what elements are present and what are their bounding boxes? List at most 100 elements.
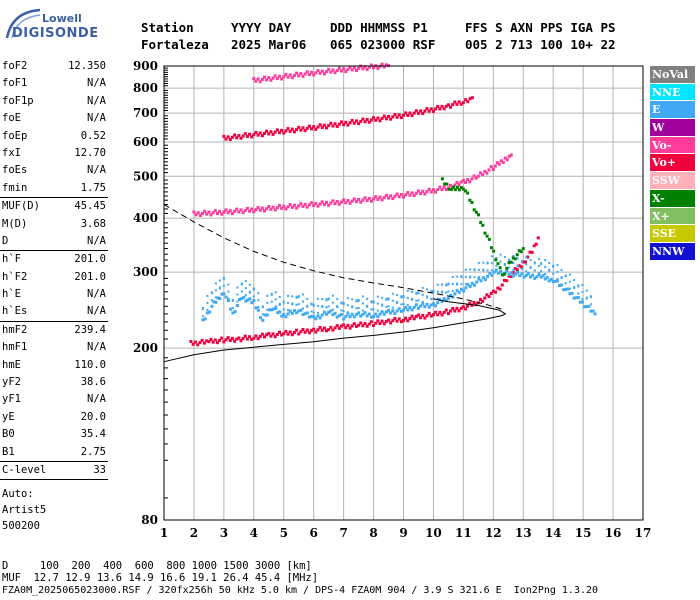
footer-file-info: FZA0M_2025065023000.RSF / 320fx256h 50 k… [2, 585, 599, 596]
echo-point [404, 111, 408, 115]
echo-point [210, 299, 213, 302]
echo-point [342, 323, 346, 327]
echo-point [333, 71, 337, 75]
echo-point [205, 311, 209, 315]
echo-point [354, 312, 358, 316]
echo-point [206, 301, 209, 304]
echo-point [464, 268, 467, 271]
echo-point [254, 306, 258, 310]
echo-point [348, 65, 352, 69]
param-value: 110.0 [74, 358, 106, 371]
echo-point [464, 307, 468, 311]
echo-point [278, 310, 282, 314]
echo-point [436, 301, 440, 305]
echo-point [399, 320, 403, 324]
echo-point [327, 328, 331, 332]
header-date-label: YYYY DAY [231, 20, 292, 35]
echo-point [263, 313, 267, 317]
x-tick-label: 15 [575, 526, 592, 540]
echo-point [369, 315, 373, 319]
echo-point [320, 313, 324, 317]
echo-point [189, 339, 193, 343]
echo-point [227, 290, 230, 293]
echo-point [585, 296, 588, 299]
echo-point [282, 300, 285, 303]
echo-point [396, 294, 399, 297]
echo-point [391, 319, 395, 323]
divider [0, 320, 108, 322]
echo-point [577, 284, 580, 287]
echo-point [451, 103, 455, 107]
echo-point [519, 265, 523, 269]
echo-point [455, 102, 459, 106]
echo-point [284, 129, 288, 133]
echo-point [301, 204, 305, 208]
echo-point [400, 303, 403, 306]
echo-point [292, 73, 296, 77]
x-tick-label: 13 [515, 526, 532, 540]
echo-point [395, 192, 399, 196]
echo-point [389, 321, 393, 325]
auto-label: Auto: [2, 488, 34, 501]
echo-point [472, 208, 476, 212]
echo-point [305, 70, 309, 74]
echo-point [312, 125, 316, 129]
echo-point [374, 312, 378, 316]
echo-point [447, 187, 451, 191]
echo-point [528, 250, 532, 254]
echo-point [521, 260, 525, 264]
param-value: N/A [87, 341, 106, 354]
echo-point [270, 300, 273, 303]
echo-point [425, 107, 429, 111]
echo-point [414, 314, 418, 318]
echo-point [461, 305, 465, 309]
echo-point [352, 121, 356, 125]
echo-point [218, 209, 222, 213]
echo-point [258, 80, 262, 84]
echo-point [425, 314, 429, 318]
echo-point [526, 272, 530, 276]
echo-point [366, 297, 369, 300]
echo-point [316, 125, 320, 129]
echo-point [357, 122, 361, 126]
legend-item-noval: NoVal [650, 66, 695, 84]
echo-point [516, 264, 519, 267]
echo-point [312, 315, 316, 319]
param-row: foF1p N/A [0, 93, 110, 110]
echo-point [507, 274, 511, 278]
echo-point [214, 300, 218, 304]
echo-point [327, 297, 330, 300]
header-station-value: Fortaleza [141, 37, 209, 52]
echo-point [387, 196, 391, 200]
echo-point [421, 112, 425, 116]
param-value: 201.0 [74, 270, 106, 283]
echo-point [236, 293, 239, 296]
echo-point [292, 130, 296, 134]
echo-point [440, 177, 444, 181]
echo-point [507, 154, 511, 158]
echo-point [507, 261, 511, 265]
echo-point [331, 68, 335, 72]
echo-point [248, 335, 252, 339]
param-row: yF2 38.6 [0, 374, 110, 391]
echo-point [449, 187, 453, 191]
echo-point [193, 340, 197, 344]
echo-point [384, 319, 388, 323]
param-row: foF2 12.350 [0, 58, 110, 75]
echo-point [376, 295, 379, 298]
echo-point [259, 316, 263, 320]
echo-point [346, 123, 350, 127]
echo-point [346, 199, 350, 203]
echo-point [578, 300, 582, 304]
echo-point [556, 277, 559, 280]
echo-point [475, 280, 479, 284]
echo-point [286, 332, 290, 336]
echo-point [548, 261, 551, 264]
x-tick-label: 7 [339, 526, 347, 540]
echo-point [503, 256, 506, 259]
echo-point [260, 332, 264, 336]
param-label: B0 [2, 428, 15, 441]
param-label: foEp [2, 129, 28, 142]
auto-version: 500200 [2, 520, 40, 533]
echo-point [218, 279, 221, 282]
